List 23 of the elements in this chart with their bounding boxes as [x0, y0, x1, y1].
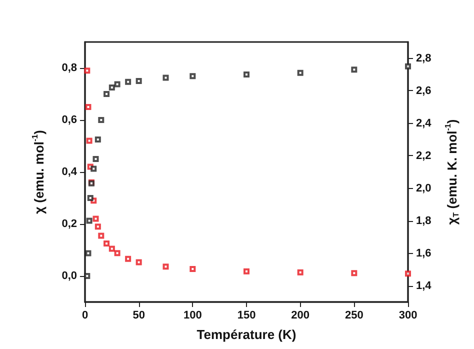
y2-tick-label: 2,6 [416, 84, 432, 97]
y-tick-label: 0,2 [62, 218, 77, 230]
x-tick-label: 200 [291, 310, 310, 322]
y-tick-label: 0,8 [62, 62, 77, 74]
y2-tick-label: 2,8 [416, 52, 432, 64]
y-axis-title: χ (emu. mol-1) [30, 130, 46, 214]
x-axis-title: Température (K) [196, 327, 296, 342]
x-tick-label: 300 [398, 310, 418, 322]
y2-tick-label: 2,4 [416, 117, 432, 130]
y2-tick-label: 2,2 [416, 150, 432, 162]
y2-tick-label: 1,6 [416, 247, 432, 260]
x-tick-label: 100 [183, 310, 202, 322]
y2-tick-label: 1,4 [416, 280, 432, 292]
y-tick-label: 0,0 [62, 270, 77, 282]
y2-tick-label: 2,0 [416, 182, 432, 194]
x-tick-label: 150 [237, 310, 256, 322]
y-tick-label: 0,4 [62, 166, 78, 178]
x-tick-label: 50 [132, 310, 145, 322]
x-tick-label: 250 [344, 310, 364, 322]
y2-axis-title: χT (emu. K. mol-1) [444, 119, 460, 225]
y2-tick-label: 1,8 [416, 214, 432, 227]
x-tick-label: 0 [82, 310, 88, 322]
y-tick-label: 0,6 [62, 114, 77, 126]
